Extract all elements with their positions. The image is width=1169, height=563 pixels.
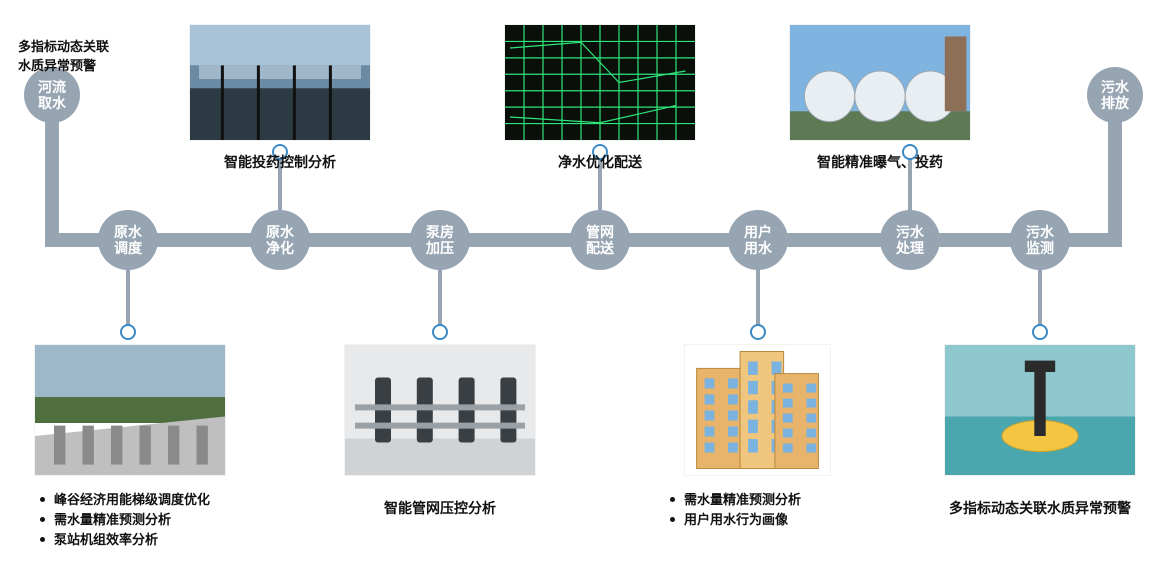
thumb-sewage-treat: [790, 25, 970, 140]
node-end: 污水 排放: [1087, 67, 1143, 123]
diagram-stage: 河流 取水污水 排放原水 调度原水 净化泵房 加压管网 配送用户 用水污水 处理…: [0, 0, 1169, 563]
connector-dot-pump: [432, 324, 448, 340]
thumb-sewage-monitor: [945, 345, 1135, 475]
thumb-pump: [345, 345, 535, 475]
connector-raw-dispatch: [126, 270, 130, 330]
connector-dot-sewage-monitor: [1032, 324, 1048, 340]
thumb-raw-purify: [190, 25, 370, 140]
connector-dot-user: [750, 324, 766, 340]
node-raw-dispatch: 原水 调度: [98, 210, 158, 270]
connector-sewage-monitor: [1038, 270, 1042, 330]
connector-pump: [438, 270, 442, 330]
annotation-start: 多指标动态关联 水质异常预警: [18, 38, 109, 76]
caption-pipe: 净水优化配送: [520, 152, 680, 172]
node-pipe: 管网 配送: [570, 210, 630, 270]
caption-sewage-treat: 智能精准曝气、投药: [780, 152, 980, 172]
node-sewage-monitor: 污水 监测: [1010, 210, 1070, 270]
thumb-user: [685, 345, 830, 475]
node-pump: 泵房 加压: [410, 210, 470, 270]
connector-dot-raw-dispatch: [120, 324, 136, 340]
caption-pump: 智能管网压控分析: [350, 498, 530, 518]
node-user: 用户 用水: [728, 210, 788, 270]
node-raw-purify: 原水 净化: [250, 210, 310, 270]
thumb-raw-dispatch: [35, 345, 225, 475]
bullets-user: 需水量精准预测分析用户用水行为画像: [670, 490, 801, 530]
caption-raw-purify: 智能投药控制分析: [190, 152, 370, 172]
thumb-pipe: [505, 25, 695, 140]
node-sewage-treat: 污水 处理: [880, 210, 940, 270]
caption-sewage-monitor: 多指标动态关联水质异常预警: [925, 498, 1155, 518]
connector-user: [756, 270, 760, 330]
bullets-raw-dispatch: 峰谷经济用能梯级调度优化需水量精准预测分析泵站机组效率分析: [40, 490, 210, 550]
